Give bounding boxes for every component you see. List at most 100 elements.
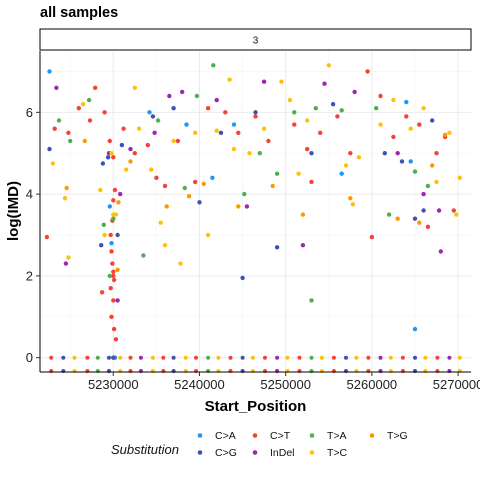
baseline-point: [378, 355, 383, 360]
data-point: [111, 355, 116, 360]
data-point: [193, 179, 198, 185]
data-point: [231, 122, 237, 127]
data-point: [150, 114, 156, 119]
data-point: [451, 208, 456, 213]
data-point: [391, 97, 396, 103]
data-point: [240, 275, 245, 281]
legend-title: Substitution: [111, 442, 179, 457]
data-point: [348, 151, 353, 156]
data-point: [107, 204, 113, 209]
data-point: [211, 63, 216, 68]
data-point: [412, 169, 418, 174]
data-point: [119, 142, 125, 148]
data-point: [309, 179, 314, 185]
data-point: [352, 89, 357, 95]
data-point: [430, 163, 435, 168]
data-point: [186, 194, 192, 199]
axes: 5230000 5240000 5250000 5260000 5270000 0 2 4 6: [26, 105, 480, 392]
data-point: [99, 290, 105, 295]
data-point: [80, 102, 86, 107]
data-point: [227, 77, 232, 82]
data-point: [270, 183, 275, 189]
data-point: [335, 114, 340, 119]
data-point: [274, 245, 280, 250]
legend-label: C>A: [215, 430, 236, 442]
data-point: [107, 273, 113, 279]
baseline-point: [118, 355, 123, 360]
data-point: [68, 138, 73, 144]
data-point: [266, 138, 271, 144]
data-point: [107, 138, 113, 144]
data-point: [155, 118, 161, 123]
baseline-point: [95, 355, 100, 360]
baseline-point: [194, 355, 198, 360]
baseline-point: [297, 355, 302, 360]
data-point: [162, 243, 168, 248]
baseline-point: [275, 355, 280, 360]
data-point: [109, 241, 114, 246]
data-point: [162, 183, 168, 189]
data-point: [64, 185, 69, 191]
baseline-point: [72, 355, 77, 360]
data-point: [109, 249, 114, 254]
legend-key: [197, 433, 203, 438]
data-point: [408, 126, 413, 131]
legend-key: [252, 433, 258, 438]
data-point: [292, 122, 297, 127]
data-point: [145, 142, 150, 148]
x-tick-label: 5230000: [88, 377, 139, 392]
data-point: [132, 85, 137, 91]
baseline-point: [138, 355, 143, 360]
data-point: [395, 216, 400, 221]
baseline-point: [457, 355, 462, 360]
chart-title: all samples: [40, 5, 119, 21]
data-point: [253, 110, 258, 115]
data-point: [261, 126, 267, 131]
data-point: [87, 118, 93, 123]
plot-panel: [39, 51, 471, 373]
data-point: [201, 181, 206, 187]
data-point: [115, 298, 120, 303]
data-point: [287, 97, 293, 103]
baseline-point: [447, 355, 452, 360]
data-point: [242, 191, 247, 197]
data-point: [339, 108, 344, 113]
baseline-point: [413, 355, 417, 360]
data-point: [292, 110, 297, 115]
data-point: [374, 106, 379, 111]
data-point: [154, 175, 159, 180]
data-point: [47, 146, 52, 152]
data-point: [63, 261, 69, 266]
data-point: [305, 146, 310, 152]
legend-label: T>C: [327, 447, 348, 459]
baseline-point: [161, 355, 166, 360]
data-point: [102, 110, 107, 115]
data-point: [231, 146, 237, 152]
data-point: [365, 69, 370, 74]
y-tick-label: 4: [26, 187, 33, 202]
facet-label: 3: [253, 36, 259, 47]
data-point: [101, 222, 107, 227]
data-point: [180, 89, 185, 95]
data-point: [132, 151, 137, 156]
data-point: [430, 118, 435, 123]
x-tick-label: 5250000: [260, 377, 311, 392]
data-point: [171, 106, 176, 111]
data-point: [98, 187, 103, 193]
y-tick-label: 6: [26, 105, 33, 120]
data-point: [86, 97, 92, 103]
legend-key: [369, 433, 375, 438]
data-point: [113, 337, 119, 342]
data-point: [66, 130, 71, 135]
legend-key: [252, 450, 258, 455]
data-point: [378, 122, 383, 127]
data-point: [454, 212, 459, 217]
baseline-point: [435, 355, 440, 360]
baseline-point: [171, 355, 176, 360]
x-tick-label: 5260000: [347, 377, 398, 392]
data-point: [457, 175, 462, 180]
data-point: [253, 114, 258, 119]
baseline-point: [400, 355, 405, 360]
data-point: [100, 161, 106, 166]
data-point: [152, 130, 157, 135]
